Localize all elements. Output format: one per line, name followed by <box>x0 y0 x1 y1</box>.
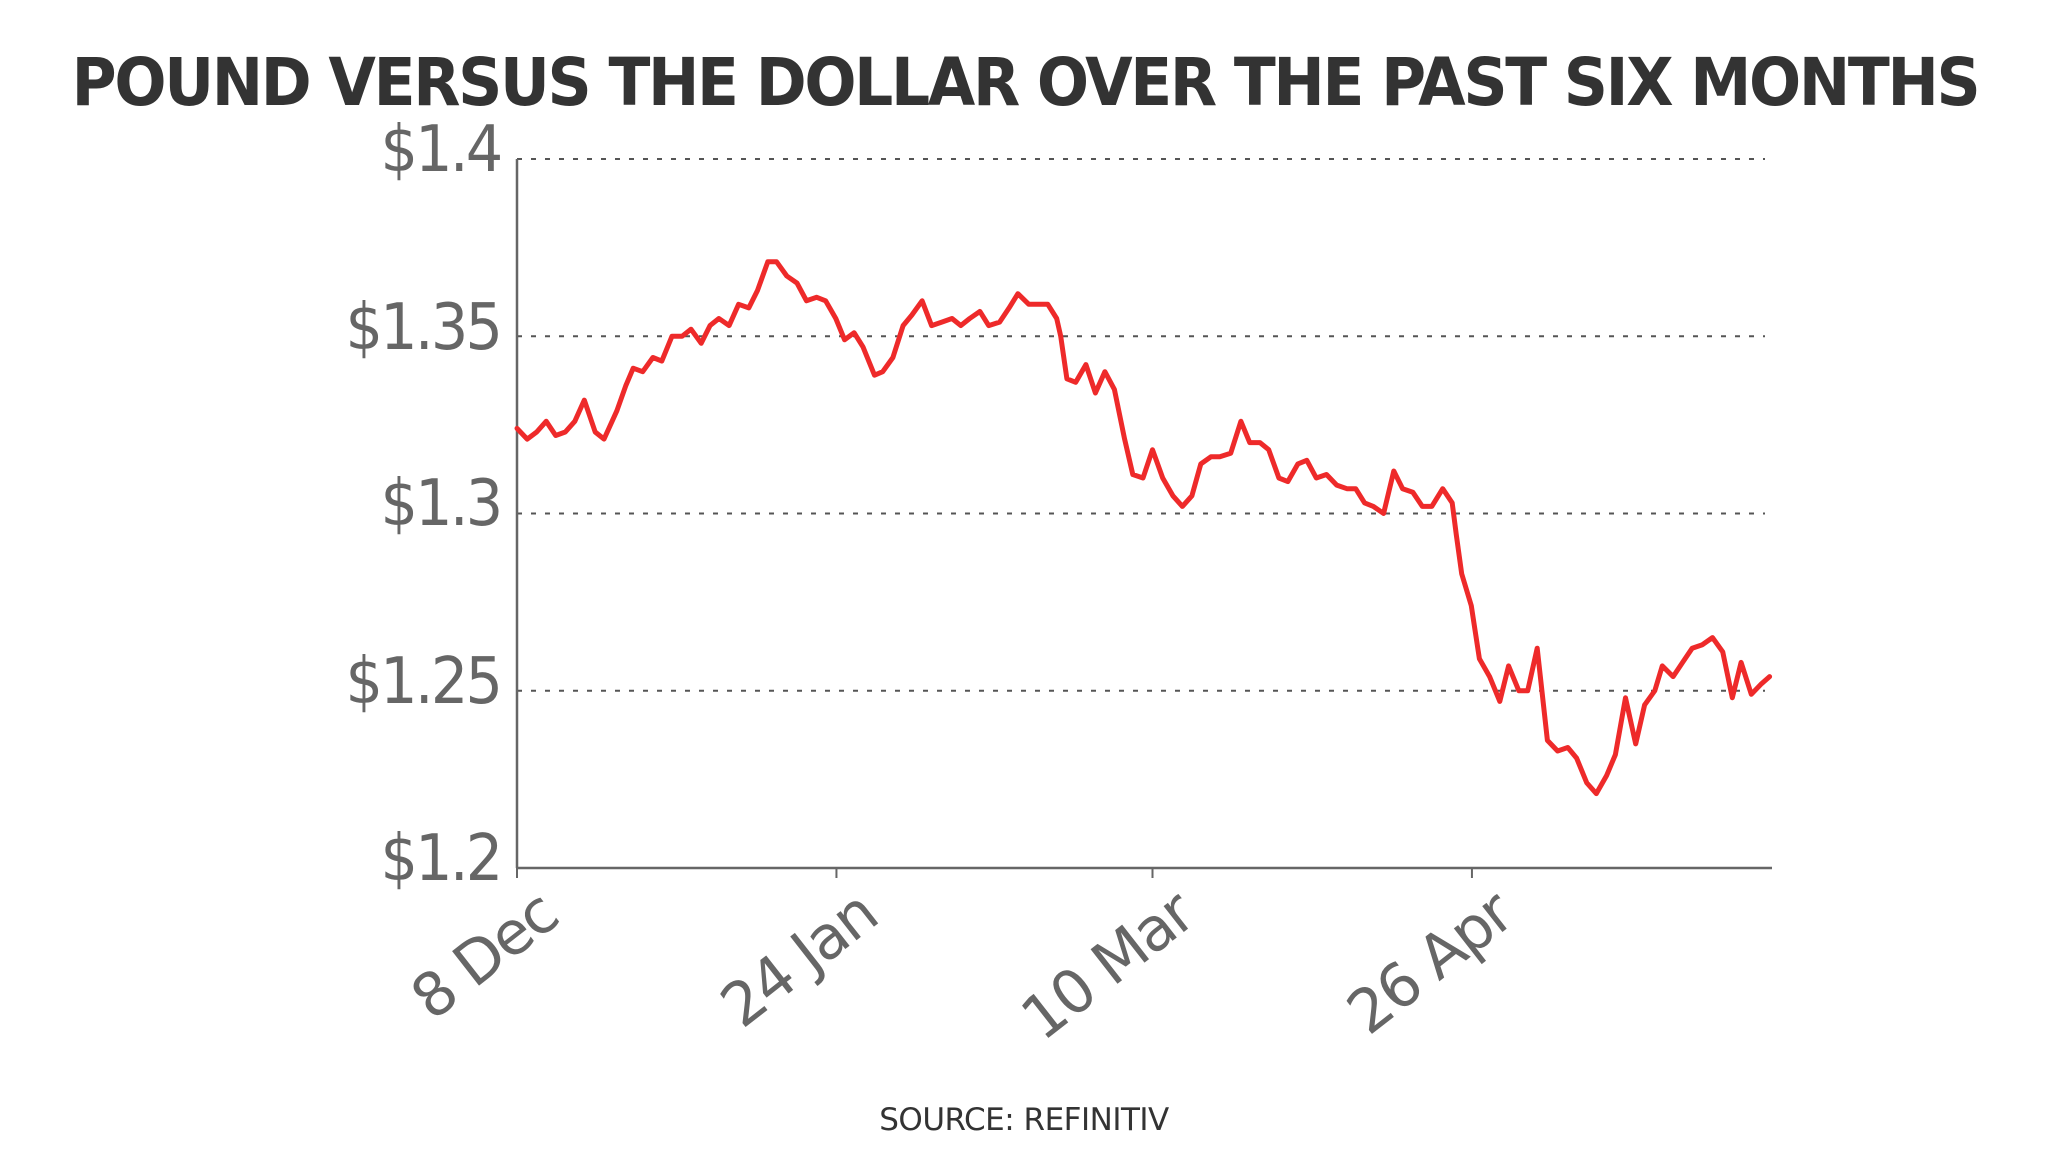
chart-title: POUND VERSUS THE DOLLAR OVER THE PAST SI… <box>71 44 1981 121</box>
y-tick-label-1-25: $1.25 <box>345 645 503 719</box>
x-axis-ticks <box>516 868 1473 878</box>
gbp-usd-line <box>514 259 1773 797</box>
y-tick-label-1-35: $1.35 <box>345 291 503 365</box>
source-note: SOURCE: REFINITIV <box>879 1102 1169 1138</box>
y-tick-label-1-3: $1.3 <box>379 467 503 541</box>
y-tick-label-1-2: $1.2 <box>379 822 503 896</box>
y-tick-label-1-4: $1.4 <box>379 113 503 187</box>
gridlines <box>517 158 1765 692</box>
